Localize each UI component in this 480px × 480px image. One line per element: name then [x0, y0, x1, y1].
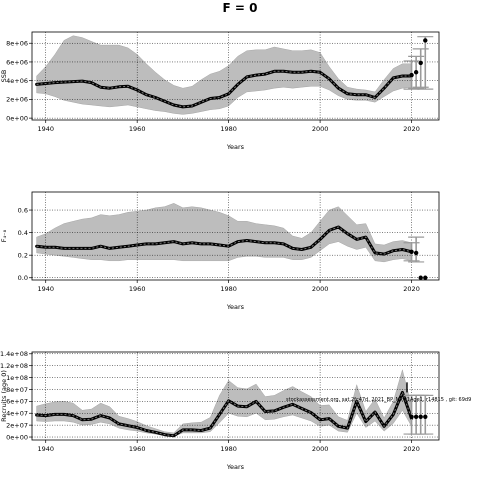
plots-group: 1940 1960 1980 2000 2020 0e+00 2e+06 4e+06 6e+06…: [0, 31, 440, 471]
ssb-xtick-label: 1960: [129, 125, 146, 133]
ssb-forecast-point: [409, 72, 414, 78]
ssb-ytick-label: 2e+06: [6, 96, 28, 104]
ssb-xtick-label: 1940: [37, 125, 54, 133]
recruitment-ylabel: Recruits (age 0): [0, 370, 8, 422]
fbar-forecast-point: [409, 249, 414, 254]
ssb-xtick-label: 2020: [403, 125, 420, 133]
fbar-ytick-label: 0.6: [18, 206, 28, 214]
recruitment-forecast-point: [418, 414, 423, 420]
fbar-xtick-label: 1960: [129, 285, 146, 293]
ssb-xtick-label: 2000: [312, 125, 329, 133]
recruitment-ytick-label: 1e+08: [6, 374, 28, 382]
fbar-xtick-label: 2020: [403, 285, 420, 293]
fbar-ytick-label: 0.0: [18, 274, 28, 282]
fbar-xlabel: Years: [226, 303, 245, 311]
fbar-forecast-point: [423, 275, 428, 280]
ssb-ytick-label: 6e+06: [6, 58, 28, 66]
ssb-ylabel: SSB: [0, 70, 8, 83]
fbar-ylabel: F₄₋₈: [0, 229, 8, 242]
recruitment-ytick-label: 4e+07: [6, 410, 28, 418]
recruitment-forecast-point: [413, 414, 419, 420]
recruitment-xlabel: Years: [226, 463, 245, 471]
recruitment-forecast-point: [409, 414, 414, 420]
fbar-estimate-line-dash: [36, 226, 412, 255]
recruitment-estimate-line-dash: [36, 390, 413, 437]
version-annotation: stockassessment.org, sat.2fc47d, 2021_BP…: [286, 397, 471, 403]
fbar-forecast-point: [413, 250, 419, 256]
fbar-ytick-label: 0.2: [18, 251, 28, 259]
fbar-xtick-label: 1940: [37, 285, 54, 293]
recruitment-ytick-label: 8e+07: [6, 386, 28, 394]
fbar-ytick-label: 0.4: [18, 229, 28, 237]
ssb-forecast-point: [423, 38, 428, 43]
fbar-xtick-label: 1980: [220, 285, 237, 293]
ssb-xlabel: Years: [226, 143, 245, 151]
panel-ssb: 1940 1960 1980 2000 2020 0e+00 2e+06 4e+06 6e+06…: [0, 31, 440, 151]
panel-fbar: 1940 1960 1980 2000 2020 0.0 0.2 0.4 0.6 Years F₄₋…: [0, 191, 440, 311]
fbar-xtick-label: 2000: [312, 285, 329, 293]
recruitment-xtick-label: 2000: [312, 445, 329, 453]
recruitment-xtick-label: 1940: [37, 445, 54, 453]
ssb-forecast-point: [418, 60, 423, 66]
ssb-ytick-label: 8e+06: [6, 40, 28, 48]
figure-title: F = 0: [223, 1, 258, 15]
ssb-xtick-label: 1980: [220, 125, 237, 133]
recruitment-axes-frame: [31, 351, 440, 441]
ssb-forecast-point: [413, 70, 419, 75]
recruitment-xtick-label: 2020: [403, 445, 420, 453]
panel-recruitment: 1940 1960 1980 2000 2020 0e+00 2e+07 4e+07 6e+07…: [0, 350, 440, 471]
ssb-ci-band: [36, 35, 412, 115]
ssb-estimate-line: [35, 69, 414, 109]
fbar-axes-frame: [31, 191, 440, 281]
recruitment-ytick-label: 2e+07: [6, 421, 28, 429]
recruitment-ytick-label: 1.2e+08: [0, 362, 28, 370]
recruitment-forecast-point: [423, 414, 428, 420]
ssb-ytick-label: 0e+00: [6, 114, 28, 122]
recruitment-xtick-label: 1980: [220, 445, 237, 453]
recruitment-xtick-label: 1960: [129, 445, 146, 453]
ssb-ytick-label: 4e+06: [6, 77, 28, 85]
ssb-axes-frame: [31, 31, 440, 121]
fbar-forecast-point: [418, 275, 423, 280]
recruitment-ytick-label: 0e+00: [6, 433, 28, 441]
recruitment-ytick-label: 6e+07: [6, 398, 28, 406]
recruitment-ytick-label: 1.4e+08: [0, 350, 28, 358]
